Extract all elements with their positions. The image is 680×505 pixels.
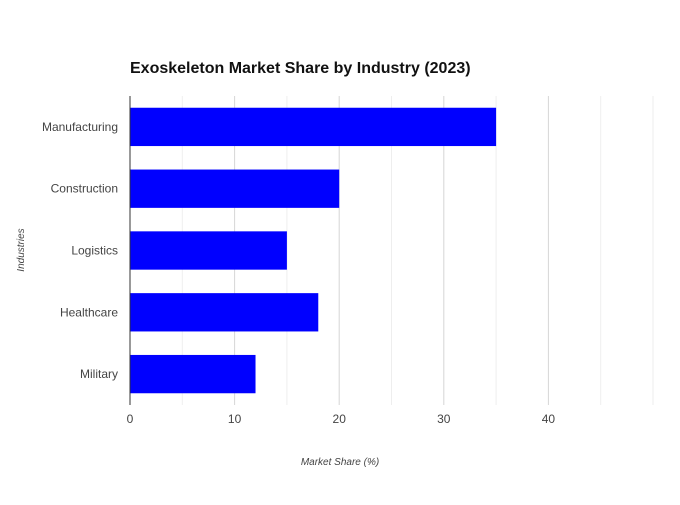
bar-construction: [130, 169, 340, 208]
x-tick-label: 20: [333, 412, 347, 426]
y-tick-label: Military: [80, 367, 118, 381]
chart-title: Exoskeleton Market Share by Industry (20…: [130, 60, 471, 77]
bar-military: [130, 354, 256, 394]
y-axis-title: Industries: [16, 228, 27, 271]
x-tick-label: 0: [127, 412, 134, 426]
bar-healthcare: [130, 293, 319, 332]
x-tick-label: 30: [437, 412, 451, 426]
x-tick-label: 40: [542, 412, 556, 426]
y-tick-label: Manufacturing: [42, 120, 118, 134]
x-axis-title: Market Share (%): [301, 457, 379, 468]
y-tick-label: Construction: [51, 182, 118, 196]
bar-logistics: [130, 231, 287, 270]
x-tick-labels: 0 10 20 30 40: [127, 412, 556, 426]
y-tick-labels: Manufacturing Construction Logistics Health…: [42, 120, 118, 381]
y-tick-label: Healthcare: [60, 305, 118, 319]
bars: [130, 107, 497, 394]
bar-manufacturing: [130, 107, 497, 147]
gridlines: [181, 96, 654, 405]
x-tick-label: 10: [228, 412, 242, 426]
y-tick-label: Logistics: [71, 244, 118, 258]
